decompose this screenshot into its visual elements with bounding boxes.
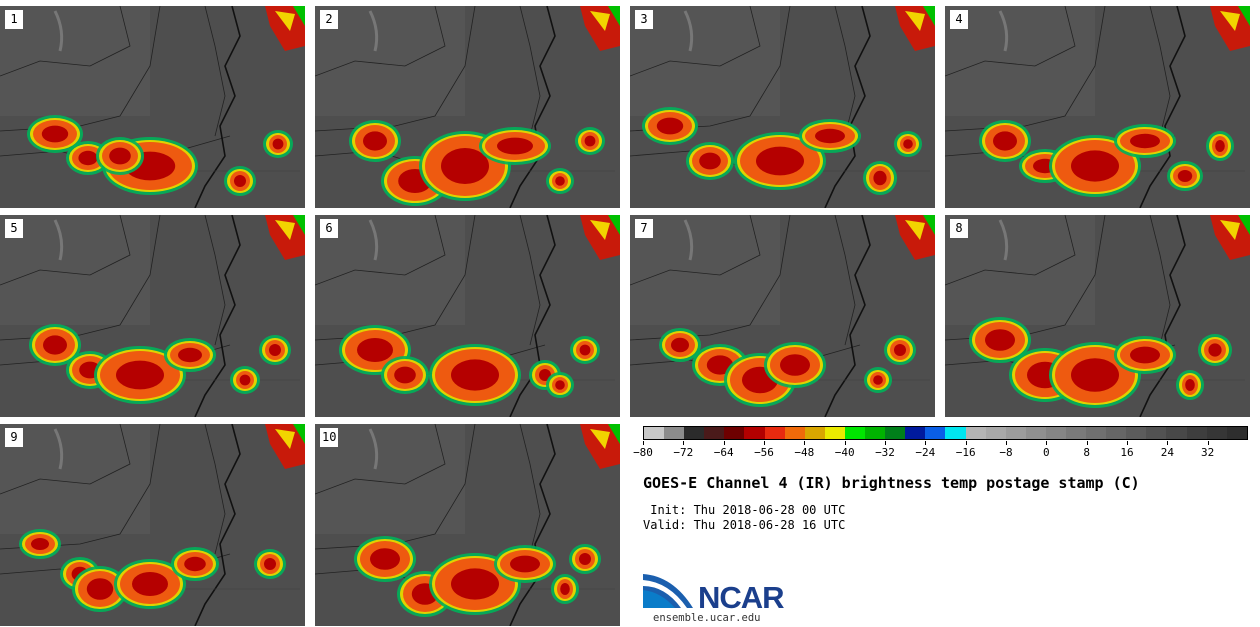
postage-stamp-panel: 7 [630, 215, 935, 417]
colorbar-tick-label: 16 [1120, 446, 1134, 459]
postage-stamp-panel: 5 [0, 215, 305, 417]
colorbar-segment [1166, 427, 1187, 439]
postage-stamp-panel: 1 [0, 6, 305, 208]
colorbar-tick [1127, 441, 1128, 445]
postage-stamp-panel: 4 [945, 6, 1250, 208]
colorbar-segment [644, 427, 665, 439]
colorbar-tick-label: −64 [713, 446, 734, 459]
colorbar-segment [925, 427, 946, 439]
ir-map [945, 215, 1250, 417]
panel-number: 1 [5, 10, 23, 29]
colorbar [643, 426, 1248, 440]
colorbar-segment [844, 427, 866, 439]
ir-map [630, 215, 935, 417]
colorbar-segment [985, 427, 1006, 439]
ir-map [630, 6, 935, 208]
colorbar-segment [905, 427, 926, 439]
colorbar-tick [925, 441, 927, 445]
colorbar-tick-label: −56 [754, 446, 774, 459]
colorbar-segment [1226, 427, 1247, 439]
colorbar-segment [1065, 427, 1087, 439]
postage-stamp-panel: 2 [315, 6, 620, 208]
ir-map [945, 6, 1250, 208]
panel-number: 6 [320, 219, 338, 238]
postage-stamp-panel: 6 [315, 215, 620, 417]
colorbar-tick [643, 441, 644, 445]
colorbar-segment [684, 427, 705, 439]
colorbar-segment [885, 427, 906, 439]
colorbar-segment [784, 427, 805, 439]
ncar-logo-icon [643, 574, 693, 608]
colorbar-tick [1046, 441, 1048, 445]
site-url[interactable]: ensemble.ucar.edu [653, 612, 761, 624]
ncar-logo-text: NCAR [698, 580, 785, 615]
ir-map [0, 215, 305, 417]
colorbar-tick-label: −40 [834, 446, 855, 459]
colorbar-segment [804, 427, 825, 439]
colorbar-tick-label: −80 [633, 446, 653, 459]
panel-number: 10 [320, 428, 339, 447]
colorbar-segment [764, 427, 785, 439]
ir-map [0, 424, 305, 626]
colorbar-tick-label: −16 [955, 446, 976, 459]
postage-stamp-panel: 10 [315, 424, 620, 626]
colorbar-segment [664, 427, 685, 439]
colorbar-segment [744, 427, 765, 439]
colorbar-segment [1106, 427, 1127, 439]
panel-number: 5 [5, 219, 23, 238]
colorbar-tick-label: −24 [915, 446, 936, 459]
ir-map [315, 6, 620, 208]
colorbar-tick [844, 441, 846, 445]
colorbar-segment [1186, 427, 1207, 439]
panel-number: 2 [320, 10, 338, 29]
init-time: Init: Thu 2018-06-28 00 UTC [643, 503, 846, 517]
colorbar-tick [885, 441, 886, 445]
valid-time: Valid: Thu 2018-06-28 16 UTC [643, 518, 846, 532]
colorbar-tick-label: −32 [875, 446, 895, 459]
colorbar-tick-label: 24 [1160, 446, 1174, 459]
colorbar-tick-label: −8 [999, 446, 1013, 459]
colorbar-tick [965, 441, 967, 445]
colorbar-segment [1005, 427, 1026, 439]
panel-number: 8 [950, 219, 968, 238]
postage-stamp-panel: 8 [945, 215, 1250, 417]
colorbar-tick-label: −48 [794, 446, 815, 459]
colorbar-segment [1045, 427, 1066, 439]
panel-number: 9 [5, 428, 23, 447]
colorbar-tick [764, 441, 765, 445]
panel-number: 7 [635, 219, 653, 238]
colorbar-segment [704, 427, 725, 439]
postage-stamp-panel: 3 [630, 6, 935, 208]
colorbar-tick-label: 0 [1043, 446, 1050, 459]
colorbar-tick [1207, 441, 1209, 445]
panel-number: 4 [950, 10, 968, 29]
colorbar-tick [723, 441, 725, 445]
colorbar-tick [1167, 441, 1169, 445]
colorbar-tick-label: 8 [1083, 446, 1090, 459]
colorbar-tick-label: 32 [1201, 446, 1215, 459]
colorbar-tick [1086, 441, 1088, 445]
colorbar-segment [724, 427, 745, 439]
colorbar-tick [683, 441, 685, 445]
colorbar-segment [865, 427, 886, 439]
colorbar-segment [1086, 427, 1107, 439]
figure-title: GOES-E Channel 4 (IR) brightness temp po… [643, 474, 1140, 492]
postage-stamp-panel: 9 [0, 424, 305, 626]
ir-map [0, 6, 305, 208]
colorbar-tick [804, 441, 806, 445]
colorbar-tick-label: −72 [673, 446, 694, 459]
panel-number: 3 [635, 10, 653, 29]
colorbar-segment [824, 427, 845, 439]
colorbar-segment [945, 427, 966, 439]
colorbar-segment [1206, 427, 1227, 439]
colorbar-segment [965, 427, 986, 439]
colorbar-segment [1126, 427, 1147, 439]
colorbar-tick [1006, 441, 1007, 445]
ir-map [315, 424, 620, 626]
colorbar-segment [1025, 427, 1046, 439]
colorbar-ticks: −80 −72 −64 −56 −48 −40 −32 −24 −16 −8 0 8 16 24 32 [633, 441, 1248, 463]
colorbar-segment [1146, 427, 1167, 439]
ir-map [315, 215, 620, 417]
